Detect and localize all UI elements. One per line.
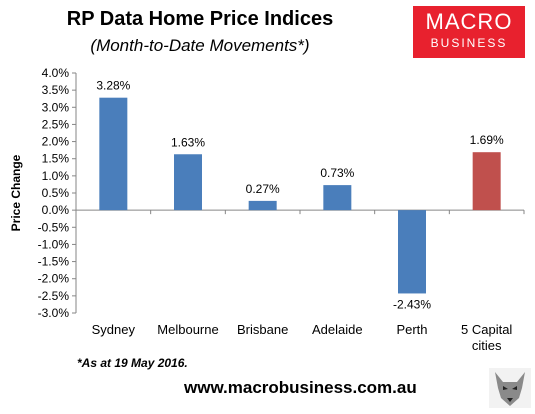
y-tick-label: -3.0% bbox=[38, 306, 70, 320]
bar bbox=[323, 185, 352, 211]
website-url: www.macrobusiness.com.au bbox=[184, 378, 417, 397]
data-label: 0.73% bbox=[320, 166, 354, 180]
data-label: 3.28% bbox=[96, 79, 130, 93]
bar-chart: 4.0% 3.5% 3.0% 2.5% 2.0% 1.5% 1.0% 0.5% 0.0% -0.5… bbox=[9, 66, 525, 353]
bar bbox=[174, 154, 202, 211]
category-label: Sydney bbox=[92, 322, 136, 337]
category-label: Melbourne bbox=[157, 322, 218, 337]
y-tick-label: 2.0% bbox=[42, 135, 70, 149]
y-tick-label: 3.5% bbox=[42, 83, 70, 97]
wolf-logo-icon bbox=[489, 368, 531, 408]
y-axis-title: Price Change bbox=[9, 154, 23, 231]
y-tick-label: -1.5% bbox=[38, 255, 70, 269]
category-label: Adelaide bbox=[312, 322, 363, 337]
logo-line-2: BUSINESS bbox=[430, 36, 508, 50]
bar bbox=[398, 210, 426, 294]
data-label: 1.63% bbox=[171, 135, 205, 149]
category-label: Brisbane bbox=[237, 322, 288, 337]
y-tick-label: 4.0% bbox=[42, 66, 70, 80]
y-tick-label: -1.0% bbox=[38, 237, 70, 251]
bar bbox=[472, 152, 501, 211]
y-tick-label: -0.5% bbox=[38, 220, 70, 234]
y-tick-label: -2.5% bbox=[38, 289, 70, 303]
category-label: 5 Capital bbox=[461, 322, 512, 337]
y-tick-label: 3.0% bbox=[42, 100, 70, 114]
data-label: 0.27% bbox=[246, 182, 280, 196]
y-tick-label: 0.0% bbox=[42, 203, 70, 217]
bar bbox=[99, 97, 128, 211]
macro-business-logo: MACRO BUSINESS bbox=[413, 6, 525, 58]
category-label: Perth bbox=[396, 322, 427, 337]
data-label: 1.69% bbox=[470, 133, 504, 147]
y-tick-label: 1.5% bbox=[42, 152, 70, 166]
y-tick-label: -2.0% bbox=[38, 272, 70, 286]
y-tick-label: 1.0% bbox=[42, 169, 70, 183]
footnote: *As at 19 May 2016. bbox=[77, 356, 188, 370]
logo-line-1: MACRO bbox=[425, 9, 513, 34]
data-label: -2.43% bbox=[393, 297, 431, 311]
category-label: cities bbox=[472, 338, 502, 353]
y-tick-label: 2.5% bbox=[42, 117, 70, 131]
y-tick-label: 0.5% bbox=[42, 186, 70, 200]
chart-title: RP Data Home Price Indices bbox=[66, 8, 334, 30]
chart-subtitle: (Month-to-Date Movements*) bbox=[90, 36, 310, 55]
bar bbox=[248, 200, 277, 211]
